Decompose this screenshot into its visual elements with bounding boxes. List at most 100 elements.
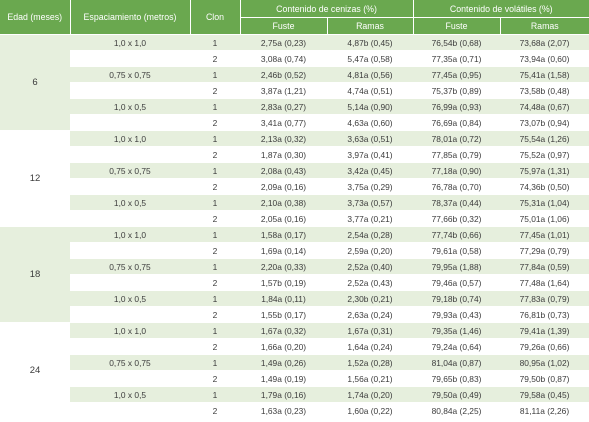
cenizas-fuste-cell: 1,66a (0,20)	[240, 338, 327, 355]
cenizas-ramas-cell: 2,54a (0,28)	[327, 226, 414, 243]
table-row: 1,0 x 0,5 1 2,83a (0,27) 5,14a (0,90) 76,99a…	[0, 98, 589, 115]
espaciamiento-cell-empty	[70, 338, 190, 355]
cenizas-ramas-cell: 1,56a (0,21)	[327, 370, 414, 387]
table-row: 0,75 x 0,75 1 2,08a (0,43) 3,42a (0,45) 77,1…	[0, 162, 589, 179]
clon-cell: 2	[190, 402, 240, 419]
header-cenizas: Contenido de cenizas (%)	[240, 0, 414, 18]
cenizas-fuste-cell: 1,57b (0,19)	[240, 274, 327, 291]
edad-cell: 6	[0, 34, 70, 131]
table-row: 1,0 x 0,5 1 1,84a (0,11) 2,30b (0,21) 79,18b…	[0, 290, 589, 307]
volatiles-ramas-cell: 77,84a (0,59)	[500, 258, 589, 275]
cenizas-ramas-cell: 5,47a (0,58)	[327, 50, 414, 67]
cenizas-fuste-cell: 1,63a (0,23)	[240, 402, 327, 419]
table-row: 0,75 x 0,75 1 1,49a (0,26) 1,52a (0,28) 81,0…	[0, 354, 589, 371]
volatiles-ramas-cell: 81,11a (2,26)	[500, 402, 589, 419]
clon-cell: 1	[190, 258, 240, 275]
cenizas-fuste-cell: 1,49a (0,26)	[240, 354, 327, 371]
volatiles-ramas-cell: 79,58a (0,45)	[500, 386, 589, 403]
volatiles-fuste-cell: 77,85a (0,79)	[413, 146, 501, 163]
volatiles-fuste-cell: 79,61a (0,58)	[413, 242, 501, 259]
cenizas-fuste-cell: 2,08a (0,43)	[240, 162, 327, 179]
clon-cell: 1	[190, 34, 240, 51]
cenizas-ramas-cell: 1,60a (0,22)	[327, 402, 414, 419]
volatiles-ramas-cell: 73,94a (0,60)	[500, 50, 589, 67]
volatiles-ramas-cell: 74,48a (0,67)	[500, 98, 589, 115]
table-row: 1,0 x 0,5 1 1,79a (0,16) 1,74a (0,20) 79,50a…	[0, 386, 589, 403]
volatiles-ramas-cell: 80,95a (1,02)	[500, 354, 589, 371]
clon-cell: 2	[190, 114, 240, 131]
clon-cell: 1	[190, 226, 240, 243]
espaciamiento-cell: 1,0 x 1,0	[70, 130, 190, 147]
volatiles-fuste-cell: 75,37b (0,89)	[413, 82, 501, 99]
table-row: 2 1,87a (0,30) 3,97a (0,41) 77,85a (0,79) 75…	[0, 146, 589, 163]
clon-cell: 2	[190, 82, 240, 99]
volatiles-fuste-cell: 77,45a (0,95)	[413, 66, 501, 83]
espaciamiento-cell-empty	[70, 178, 190, 195]
cenizas-fuste-cell: 2,10a (0,38)	[240, 194, 327, 211]
volatiles-ramas-cell: 75,31a (1,04)	[500, 194, 589, 211]
volatiles-fuste-cell: 76,99a (0,93)	[413, 98, 501, 115]
espaciamiento-cell: 1,0 x 0,5	[70, 386, 190, 403]
volatiles-ramas-cell: 79,50b (0,87)	[500, 370, 589, 387]
volatiles-ramas-cell: 75,52a (0,97)	[500, 146, 589, 163]
volatiles-ramas-cell: 73,07b (0,94)	[500, 114, 589, 131]
espaciamiento-cell: 1,0 x 0,5	[70, 98, 190, 115]
volatiles-fuste-cell: 79,35a (1,46)	[413, 322, 501, 339]
table-row: 2 1,57b (0,19) 2,52a (0,43) 79,46a (0,57) 77…	[0, 274, 589, 291]
volatiles-ramas-cell: 77,45a (1,01)	[500, 226, 589, 243]
volatiles-fuste-cell: 79,18b (0,74)	[413, 290, 501, 307]
espaciamiento-cell-empty	[70, 146, 190, 163]
table-row: 12 1,0 x 1,0 1 2,13a (0,32) 3,63a (0,51) 78,0…	[0, 130, 589, 227]
header-volatiles-ramas: Ramas	[500, 17, 589, 35]
cenizas-fuste-cell: 3,08a (0,74)	[240, 50, 327, 67]
cenizas-ramas-cell: 4,81a (0,56)	[327, 66, 414, 83]
clon-cell: 2	[190, 274, 240, 291]
cenizas-ramas-cell: 4,74a (0,51)	[327, 82, 414, 99]
espaciamiento-cell-empty	[70, 50, 190, 67]
clon-cell: 2	[190, 210, 240, 227]
espaciamiento-cell: 1,0 x 1,0	[70, 322, 190, 339]
cenizas-fuste-cell: 2,05a (0,16)	[240, 210, 327, 227]
table-row: 2 1,49a (0,19) 1,56a (0,21) 79,65b (0,83) 79…	[0, 370, 589, 387]
table-row: 2 2,05a (0,16) 3,77a (0,21) 77,66b (0,32) 75…	[0, 210, 589, 227]
table-row: 2 1,66a (0,20) 1,64a (0,24) 79,24a (0,64) 79…	[0, 338, 589, 355]
cenizas-fuste-cell: 1,87a (0,30)	[240, 146, 327, 163]
volatiles-ramas-cell: 75,54a (1,26)	[500, 130, 589, 147]
cenizas-fuste-cell: 3,41a (0,77)	[240, 114, 327, 131]
cenizas-fuste-cell: 1,55b (0,17)	[240, 306, 327, 323]
espaciamiento-cell: 0,75 x 0,75	[70, 162, 190, 179]
espaciamiento-cell-empty	[70, 210, 190, 227]
cenizas-fuste-cell: 1,79a (0,16)	[240, 386, 327, 403]
clon-cell: 1	[190, 290, 240, 307]
volatiles-fuste-cell: 78,37a (0,44)	[413, 194, 501, 211]
volatiles-ramas-cell: 79,41a (1,39)	[500, 322, 589, 339]
table-row: 18 1,0 x 1,0 1 1,58a (0,17) 2,54a (0,28) 77,7…	[0, 226, 589, 323]
clon-cell: 2	[190, 306, 240, 323]
cenizas-fuste-cell: 1,84a (0,11)	[240, 290, 327, 307]
cenizas-fuste-cell: 2,20a (0,33)	[240, 258, 327, 275]
header-cenizas-ramas: Ramas	[327, 17, 414, 35]
volatiles-ramas-cell: 79,26a (0,66)	[500, 338, 589, 355]
volatiles-fuste-cell: 81,04a (0,87)	[413, 354, 501, 371]
clon-cell: 1	[190, 354, 240, 371]
volatiles-ramas-cell: 75,01a (1,06)	[500, 210, 589, 227]
volatiles-fuste-cell: 77,66b (0,32)	[413, 210, 501, 227]
cenizas-ramas-cell: 3,63a (0,51)	[327, 130, 414, 147]
table-row: 2 2,09a (0,16) 3,75a (0,29) 76,78a (0,70) 74…	[0, 178, 589, 195]
volatiles-fuste-cell: 79,50a (0,49)	[413, 386, 501, 403]
cenizas-ramas-cell: 2,63a (0,24)	[327, 306, 414, 323]
cenizas-ramas-cell: 2,59a (0,20)	[327, 242, 414, 259]
cenizas-ramas-cell: 1,52a (0,28)	[327, 354, 414, 371]
volatiles-fuste-cell: 79,65b (0,83)	[413, 370, 501, 387]
clon-cell: 2	[190, 370, 240, 387]
table-row: 2 3,41a (0,77) 4,63a (0,60) 76,69a (0,84) 73…	[0, 114, 589, 131]
cenizas-ramas-cell: 3,75a (0,29)	[327, 178, 414, 195]
volatiles-ramas-cell: 77,83a (0,79)	[500, 290, 589, 307]
espaciamiento-cell: 1,0 x 1,0	[70, 34, 190, 51]
edad-cell: 12	[0, 130, 70, 227]
table-row: 2 3,08a (0,74) 5,47a (0,58) 77,35a (0,71) 73…	[0, 50, 589, 67]
volatiles-fuste-cell: 77,18a (0,90)	[413, 162, 501, 179]
volatiles-fuste-cell: 79,95a (1,88)	[413, 258, 501, 275]
volatiles-fuste-cell: 76,54b (0,68)	[413, 34, 501, 51]
